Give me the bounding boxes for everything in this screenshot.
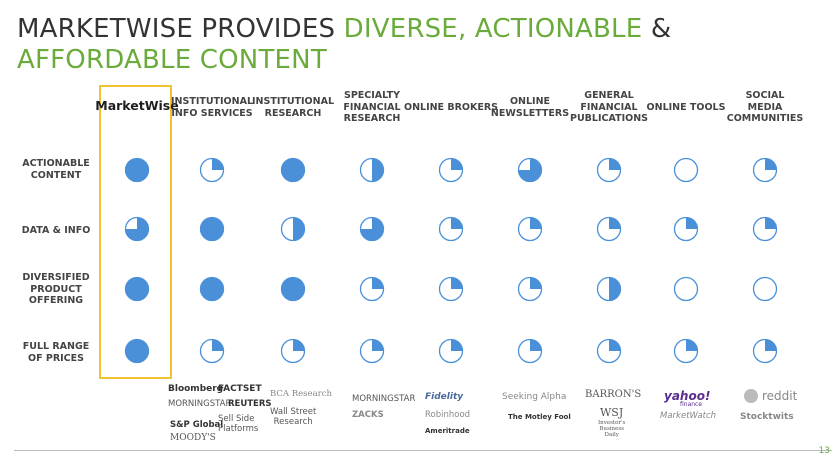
column-header-4: ONLINE BROKERS — [403, 102, 499, 113]
logo-fidelity: Fidelity — [425, 392, 464, 402]
harvey-ball-r3-c7 — [673, 338, 699, 364]
footer-divider — [14, 450, 832, 451]
harvey-ball-r0-c1 — [199, 157, 225, 183]
row-header-2: DIVERSIFIED PRODUCT OFFERING — [22, 272, 90, 306]
harvey-ball-r2-c6 — [596, 276, 622, 302]
logo-yahoo: yahoo! — [664, 389, 711, 403]
harvey-ball-r0-c7 — [673, 157, 699, 183]
title-ampersand: & — [642, 14, 672, 44]
harvey-ball-r0-c6 — [596, 157, 622, 183]
title-green-2: AFFORDABLE CONTENT — [17, 45, 327, 75]
harvey-ball-r1-c6 — [596, 216, 622, 242]
harvey-ball-r2-c0 — [124, 276, 150, 302]
column-header-0: MarketWise — [95, 98, 179, 113]
marketwise-highlight-box — [99, 85, 172, 379]
harvey-ball-r2-c2 — [280, 276, 306, 302]
title-green-1: DIVERSE, ACTIONABLE — [343, 14, 643, 44]
logo-reuters: REUTERS — [228, 399, 272, 409]
harvey-ball-r1-c4 — [438, 216, 464, 242]
column-header-3: SPECIALTY FINANCIAL RESEARCH — [343, 90, 401, 124]
logo-bca-research: BCA Research — [270, 389, 332, 399]
harvey-ball-r1-c1 — [199, 216, 225, 242]
logo-moodys: MOODY'S — [170, 433, 216, 443]
column-header-1: INSTITUTIONAL INFO SERVICES — [171, 96, 253, 119]
harvey-ball-r3-c5 — [517, 338, 543, 364]
harvey-ball-r2-c1 — [199, 276, 225, 302]
harvey-ball-r3-c1 — [199, 338, 225, 364]
column-header-2: INSTITUTIONAL RESEARCH — [252, 96, 334, 119]
row-header-1: DATA & INFO — [21, 225, 91, 236]
harvey-ball-r1-c0 — [124, 216, 150, 242]
harvey-ball-r3-c2 — [280, 338, 306, 364]
logo-seeking-alpha: Seeking Alpha — [502, 392, 567, 402]
harvey-ball-r3-c6 — [596, 338, 622, 364]
harvey-ball-r2-c7 — [673, 276, 699, 302]
wall-street-research: Wall Street Research — [270, 407, 317, 427]
column-header-8: SOCIAL MEDIA COMMUNITIES — [726, 90, 804, 124]
harvey-ball-r3-c0 — [124, 338, 150, 364]
column-header-5: ONLINE NEWSLETTERS — [490, 96, 570, 119]
harvey-ball-r0-c5 — [517, 157, 543, 183]
page-title: MARKETWISE PROVIDES DIVERSE, ACTIONABLE … — [17, 14, 817, 76]
logo-morningstar: MORNINGSTAR — [168, 399, 232, 409]
logo-motley-fool: The Motley Fool — [508, 413, 571, 421]
logo-barrons: BARRON'S — [585, 389, 642, 400]
logo-wsj: WSJ — [600, 406, 624, 419]
logo-factset: FACTSET — [218, 384, 262, 394]
harvey-ball-r1-c2 — [280, 216, 306, 242]
harvey-ball-r2-c8 — [752, 276, 778, 302]
reddit-icon — [744, 389, 758, 403]
logo-ibd: Investor's Business Daily — [598, 420, 626, 438]
logo-zacks: ZACKS — [352, 410, 384, 420]
harvey-ball-r3-c8 — [752, 338, 778, 364]
row-header-0: ACTIONABLE CONTENT — [22, 158, 90, 181]
column-header-7: ONLINE TOOLS — [646, 102, 726, 113]
logo-bloomberg: Bloomberg — [168, 384, 224, 394]
harvey-ball-r1-c7 — [673, 216, 699, 242]
harvey-ball-r1-c5 — [517, 216, 543, 242]
sell-side-platforms: Sell Side Platforms — [218, 414, 259, 434]
title-part-1: MARKETWISE PROVIDES — [17, 14, 344, 44]
harvey-ball-r3-c4 — [438, 338, 464, 364]
harvey-ball-r2-c3 — [359, 276, 385, 302]
harvey-ball-r0-c8 — [752, 157, 778, 183]
logo-ameritrade: Ameritrade — [425, 427, 470, 435]
logo-morningstar-2: MORNINGSTAR — [352, 394, 416, 404]
column-header-6: GENERAL FINANCIAL PUBLICATIONS — [570, 90, 648, 124]
harvey-ball-r0-c3 — [359, 157, 385, 183]
harvey-ball-r2-c5 — [517, 276, 543, 302]
logo-marketwatch: MarketWatch — [660, 411, 717, 421]
harvey-ball-r0-c2 — [280, 157, 306, 183]
logo-reddit: reddit — [762, 389, 798, 403]
row-header-3: FULL RANGE OF PRICES — [22, 341, 90, 364]
harvey-ball-r3-c3 — [359, 338, 385, 364]
harvey-ball-r2-c4 — [438, 276, 464, 302]
harvey-ball-r1-c8 — [752, 216, 778, 242]
harvey-ball-r0-c4 — [438, 157, 464, 183]
harvey-ball-r0-c0 — [124, 157, 150, 183]
logo-sp-global: S&P Global — [170, 420, 224, 430]
harvey-ball-r1-c3 — [359, 216, 385, 242]
page-number: 13 — [818, 446, 830, 456]
logo-yahoo-finance: finance — [680, 401, 703, 408]
logo-stocktwits: Stocktwits — [740, 412, 794, 422]
logo-robinhood: Robinhood — [425, 410, 471, 420]
